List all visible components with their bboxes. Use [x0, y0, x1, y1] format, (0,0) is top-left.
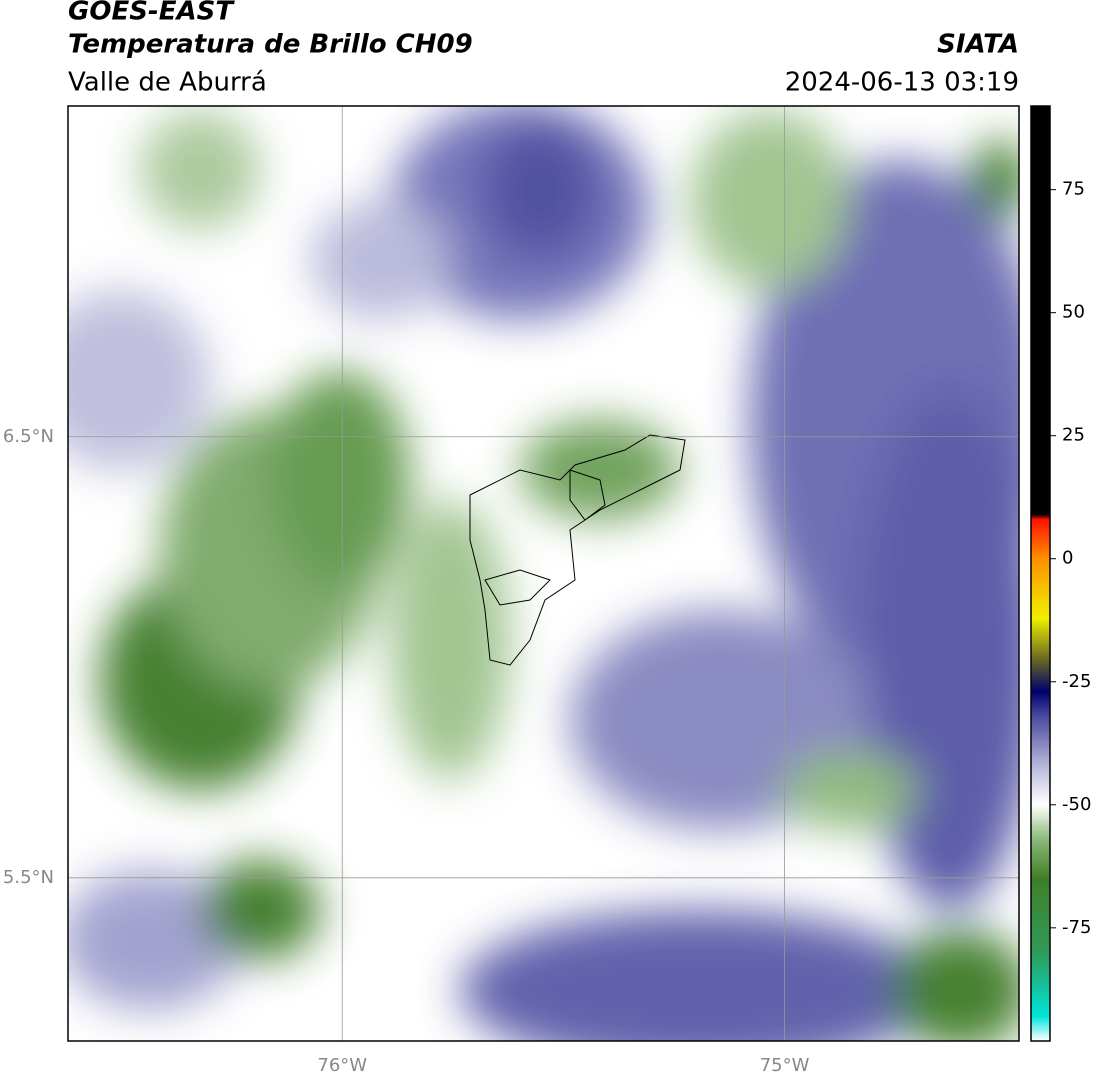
- colorbar: [1030, 105, 1051, 1042]
- colorbar-tick-label: -25: [1062, 671, 1091, 692]
- colorbar-tick-label: -75: [1062, 917, 1091, 938]
- x-tick-label: 75°W: [760, 1055, 810, 1076]
- colorbar-tick-label: 75: [1062, 179, 1085, 200]
- subtitle: Temperatura de Brillo CH09: [68, 30, 473, 60]
- source: SIATA: [937, 30, 1019, 60]
- colorbar-tick-label: 25: [1062, 425, 1085, 446]
- y-tick-label: 5.5°N: [3, 867, 54, 888]
- colorbar-tick-label: 0: [1062, 548, 1073, 569]
- colorbar-tick-label: -50: [1062, 794, 1091, 815]
- x-tick-label: 76°W: [317, 1055, 367, 1076]
- region: Valle de Aburrá: [68, 68, 267, 98]
- datetime: 2024-06-13 03:19: [785, 68, 1019, 98]
- y-tick-label: 6.5°N: [3, 426, 54, 447]
- imagery: [68, 106, 1019, 1041]
- colorbar-tick-label: 50: [1062, 302, 1085, 323]
- title: GOES-EAST: [68, 0, 235, 27]
- map-frame: [67, 105, 1020, 1042]
